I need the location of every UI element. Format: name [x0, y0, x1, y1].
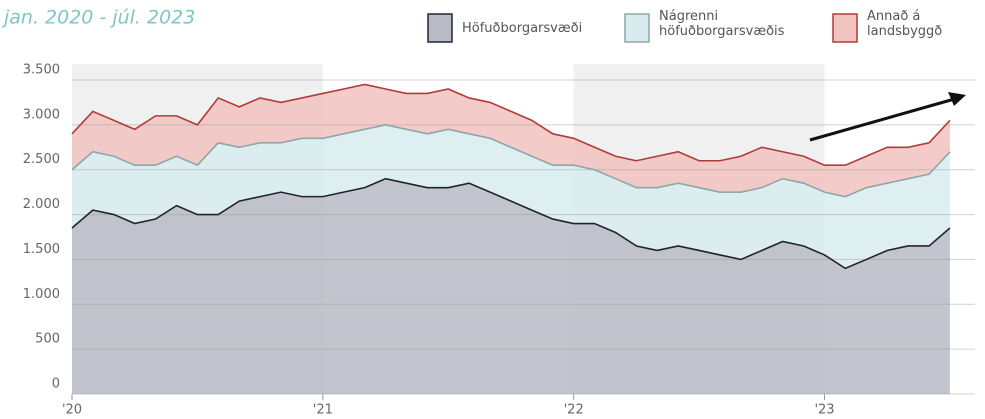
- y-tick-label: 3.000: [23, 107, 60, 122]
- x-tick-label: '21: [313, 403, 333, 418]
- y-tick-label: 500: [35, 332, 60, 347]
- area: [72, 124, 950, 269]
- series-line: [71, 124, 951, 198]
- area: [72, 84, 950, 197]
- legend-label: Annað á landsbyggð: [867, 9, 942, 39]
- series-line: [71, 177, 951, 270]
- y-tick-label: 2.500: [23, 152, 60, 167]
- annotation-arrow: [809, 96, 959, 142]
- legend-swatch: [427, 13, 453, 43]
- x-tick-label: '22: [564, 403, 584, 418]
- legend-swatch: [832, 13, 858, 43]
- y-tick-label: 1.500: [23, 242, 60, 257]
- y-tick-label: 2.000: [23, 197, 60, 212]
- arrow-head: [948, 92, 966, 106]
- legend-label: Nágrenni höfuðborgarsvæðis: [659, 9, 785, 39]
- area: [72, 178, 950, 394]
- y-tick-label: 1.000: [23, 287, 60, 302]
- chart-subtitle: jan. 2020 - júl. 2023: [1, 7, 195, 29]
- legend-swatch: [624, 13, 650, 43]
- y-tick-label: 0: [52, 377, 60, 392]
- x-tick-label: '20: [62, 403, 82, 418]
- x-tick-label: '23: [814, 403, 834, 418]
- legend-label: Höfuðborgarsvæði: [462, 21, 582, 36]
- y-tick-label: 3.500: [23, 63, 60, 78]
- series-line: [71, 83, 951, 167]
